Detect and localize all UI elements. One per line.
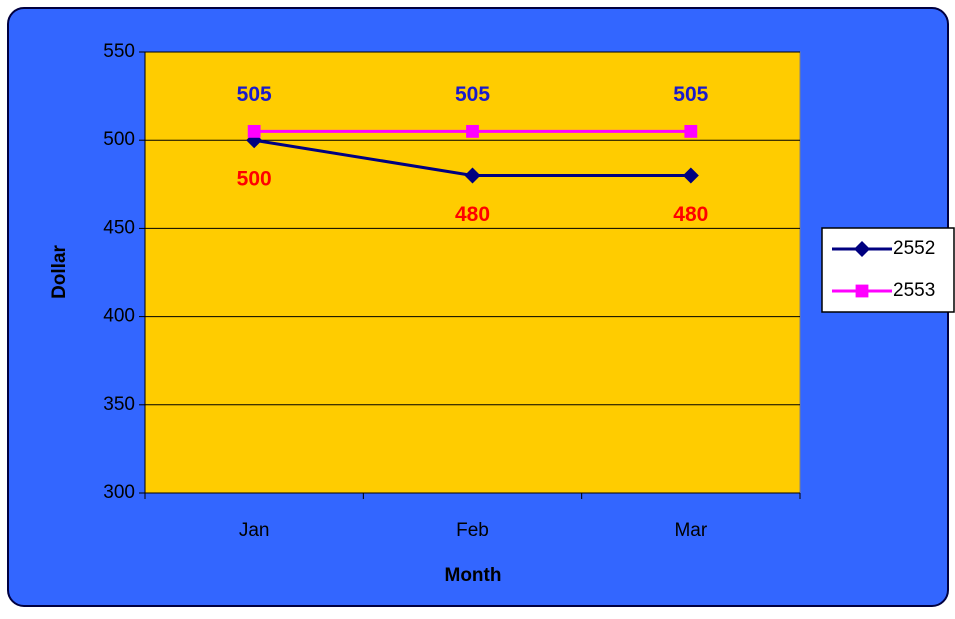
marker bbox=[684, 124, 698, 138]
x-axis-title: Month bbox=[445, 565, 502, 586]
y-tick-label: 500 bbox=[103, 129, 135, 150]
marker bbox=[682, 167, 699, 184]
marker bbox=[464, 167, 481, 184]
data-label: 500 bbox=[237, 168, 272, 191]
x-tick-label: Feb bbox=[456, 520, 489, 541]
marker bbox=[855, 284, 869, 298]
legend bbox=[821, 227, 955, 313]
legend-label: 2552 bbox=[893, 238, 935, 259]
data-label: 505 bbox=[673, 83, 708, 106]
data-label: 505 bbox=[455, 83, 490, 106]
legend-label: 2553 bbox=[893, 280, 935, 301]
y-tick-label: 350 bbox=[103, 394, 135, 415]
x-tick-label: Jan bbox=[239, 520, 270, 541]
data-label: 480 bbox=[455, 203, 490, 226]
marker bbox=[466, 124, 479, 138]
y-axis-title: Dollar bbox=[49, 244, 70, 298]
y-tick-label: 300 bbox=[103, 482, 135, 503]
data-label: 505 bbox=[237, 83, 272, 106]
marker bbox=[854, 241, 870, 257]
data-label: 480 bbox=[673, 203, 708, 226]
x-tick-label: Mar bbox=[674, 520, 707, 541]
y-tick-label: 450 bbox=[103, 217, 135, 238]
y-tick-label: 550 bbox=[103, 41, 135, 62]
marker bbox=[247, 124, 261, 138]
plot-area bbox=[144, 51, 801, 494]
y-tick-label: 400 bbox=[103, 306, 135, 327]
